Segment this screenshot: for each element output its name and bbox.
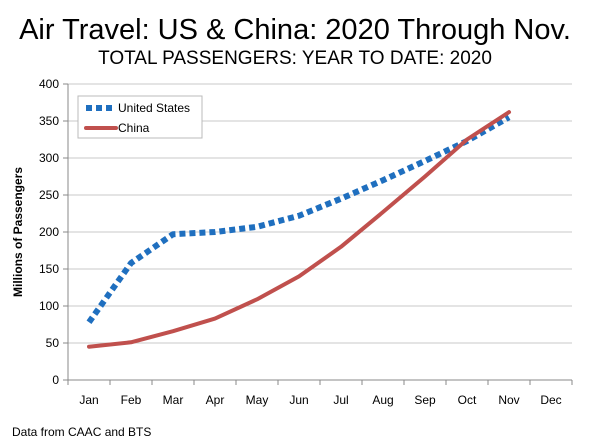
x-tick-label: Aug [372, 393, 393, 407]
y-tick-label: 50 [46, 336, 60, 350]
grid-lines [68, 83, 572, 344]
chart-subtitle: TOTAL PASSENGERS: YEAR TO DATE: 2020 [98, 48, 492, 69]
x-tick-label: Sep [414, 393, 436, 407]
series-lines [86, 110, 511, 349]
y-tick-label: 300 [39, 151, 59, 165]
x-tick-label: Apr [206, 393, 225, 407]
legend-label: United States [118, 101, 190, 115]
series-line-china [87, 110, 511, 349]
x-tick-labels: Jan Feb Mar Apr May Jun Jul Aug Sep Oct Nov Dec [79, 393, 561, 407]
legend-label: China [118, 121, 150, 135]
x-tick-label: Jul [333, 393, 348, 407]
x-tick-label: Feb [121, 393, 142, 407]
x-tick-label: Nov [498, 393, 519, 407]
chart-title: Air Travel: US & China: 2020 Through Nov… [19, 14, 571, 46]
y-tick-label: 400 [39, 77, 59, 91]
y-tick-labels: 0 50 100 150 200 250 300 350 400 [39, 77, 59, 387]
legend-box [77, 95, 203, 139]
series-line-united-states [86, 114, 511, 325]
legend: United States China [77, 95, 203, 139]
y-tick-label: 200 [39, 225, 59, 239]
y-tick-label: 150 [39, 262, 59, 276]
y-tick-label: 250 [39, 188, 59, 202]
axes [63, 83, 573, 385]
x-tick-label: May [246, 393, 269, 407]
x-tick-label: Jan [79, 393, 98, 407]
y-tick-label: 100 [39, 299, 59, 313]
x-tick-label: Oct [458, 393, 477, 407]
y-axis-label: Millions of Passengers [11, 167, 25, 297]
x-tick-label: Mar [163, 393, 184, 407]
y-tick-label: 350 [39, 114, 59, 128]
y-tick-label: 0 [52, 373, 59, 387]
x-tick-label: Jun [289, 393, 308, 407]
data-source-note: Data from CAAC and BTS [12, 425, 152, 439]
x-tick-label: Dec [540, 393, 561, 407]
